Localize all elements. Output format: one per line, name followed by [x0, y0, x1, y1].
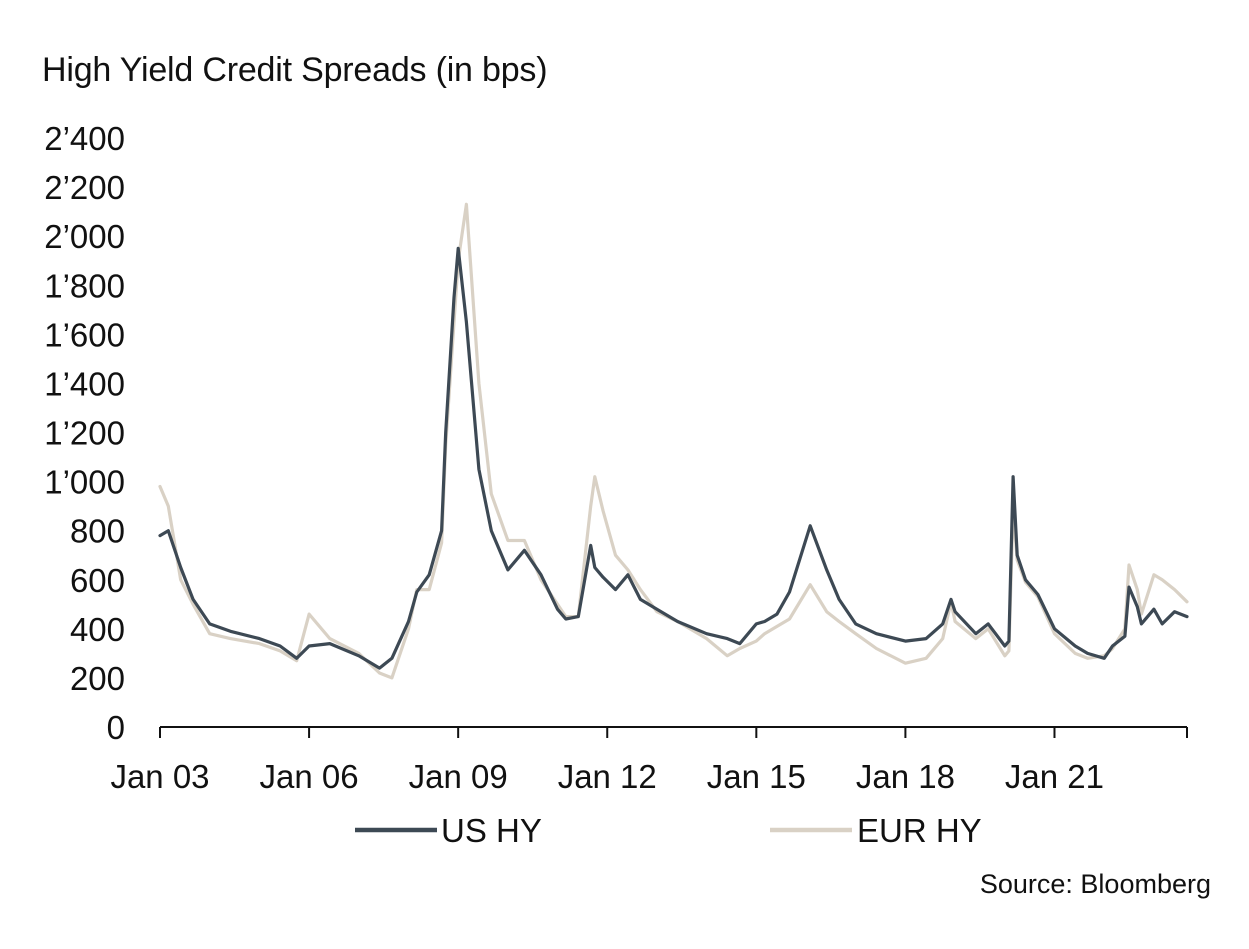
y-tick-label: 600	[70, 562, 125, 599]
y-tick-label: 200	[70, 660, 125, 697]
legend-label-us-hy: US HY	[441, 812, 542, 849]
series-line-eur-hy	[158, 202, 1189, 680]
x-tick-label: Jan 06	[260, 758, 359, 795]
x-tick-label: Jan 09	[409, 758, 508, 795]
chart-title: High Yield Credit Spreads (in bps)	[42, 51, 548, 89]
y-tick-label: 1’400	[44, 365, 125, 402]
y-tick-label: 1’600	[44, 316, 125, 353]
y-tick-label: 0	[107, 709, 125, 746]
source-note: Source: Bloomberg	[979, 869, 1211, 899]
y-tick-label: 1’200	[44, 415, 125, 452]
y-tick-label: 800	[70, 513, 125, 550]
x-axis: Jan 03 Jan 06 Jan 09 Jan 12 Jan 15 Jan 18 Jan …	[110, 726, 1188, 795]
x-tick-label: Jan 12	[558, 758, 657, 795]
y-tick-label: 2’000	[44, 218, 125, 255]
x-tick-label: Jan 21	[1005, 758, 1104, 795]
series-line-us-hy	[158, 246, 1189, 670]
x-tick-label: Jan 03	[110, 758, 209, 795]
y-tick-label: 1’000	[44, 464, 125, 501]
legend: US HY EUR HY	[355, 812, 982, 849]
legend-label-eur-hy: EUR HY	[857, 812, 982, 849]
y-tick-label: 400	[70, 611, 125, 648]
y-tick-label: 2’400	[44, 120, 125, 157]
x-tick-label: Jan 15	[707, 758, 806, 795]
y-tick-label: 1’800	[44, 267, 125, 304]
y-tick-label: 2’200	[44, 169, 125, 206]
series-lines	[158, 202, 1189, 680]
y-axis-tick-labels: 0 200 400 600 800 1’000 1’200 1’400 1’600 1’800 2’…	[44, 120, 125, 746]
x-tick-label: Jan 18	[856, 758, 955, 795]
